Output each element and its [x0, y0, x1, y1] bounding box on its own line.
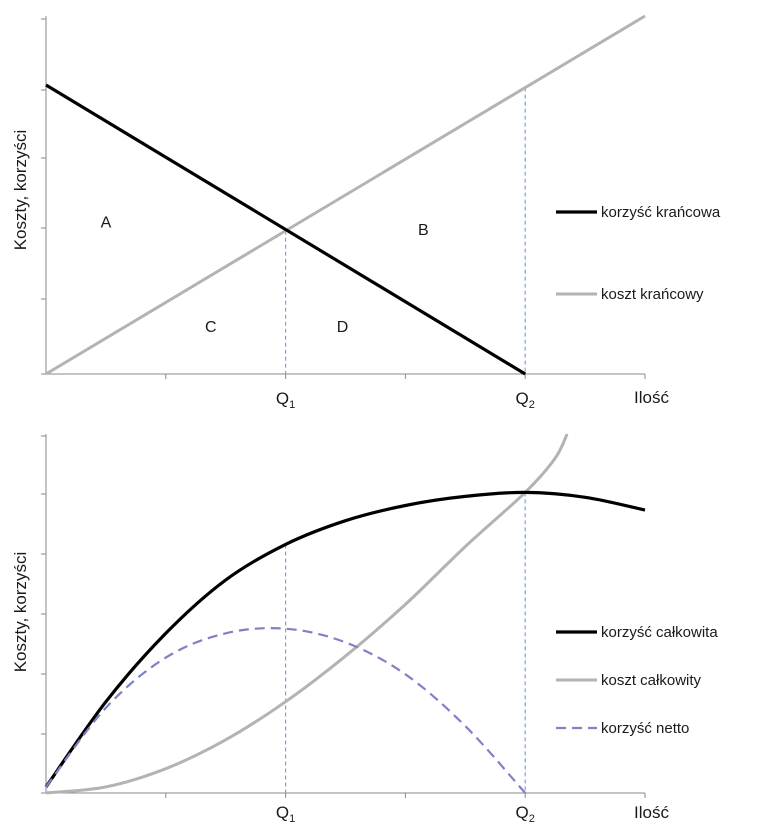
legend-label: korzyść netto	[601, 720, 689, 737]
x-axis-label: Ilość	[634, 803, 669, 822]
series-line-2	[45, 433, 569, 795]
region-label-b: B	[418, 222, 429, 239]
region-label-a: A	[101, 214, 112, 231]
series-line-2	[45, 14, 646, 376]
y-axis-label: Koszty, korzyści	[11, 552, 30, 673]
region-label-d: D	[337, 319, 349, 336]
legend-label: koszt całkowity	[601, 672, 702, 689]
series-line-1	[44, 490, 646, 788]
legend-label: korzyść całkowita	[601, 624, 718, 641]
chart-panel-1: A B C D Q1 Q2 Ilość Koszty, korzyści korzyść kra…	[11, 14, 721, 411]
x-tick-label: Q1	[276, 803, 295, 825]
series-line-3	[45, 627, 527, 794]
series-line-1	[45, 83, 527, 376]
x-tick-label: Q2	[516, 803, 535, 825]
legend-label: koszt krańcowy	[601, 286, 704, 303]
chart-panel-2: Q1 Q2 Ilość Koszty, korzyści korzyść całkowi…	[11, 433, 718, 825]
x-tick-label: Q2	[516, 389, 535, 411]
region-label-c: C	[205, 319, 217, 336]
legend-label: korzyść krańcowa	[601, 204, 721, 221]
x-tick-label: Q1	[276, 389, 295, 411]
x-axis-label: Ilość	[634, 388, 669, 407]
y-axis-label: Koszty, korzyści	[11, 130, 30, 251]
